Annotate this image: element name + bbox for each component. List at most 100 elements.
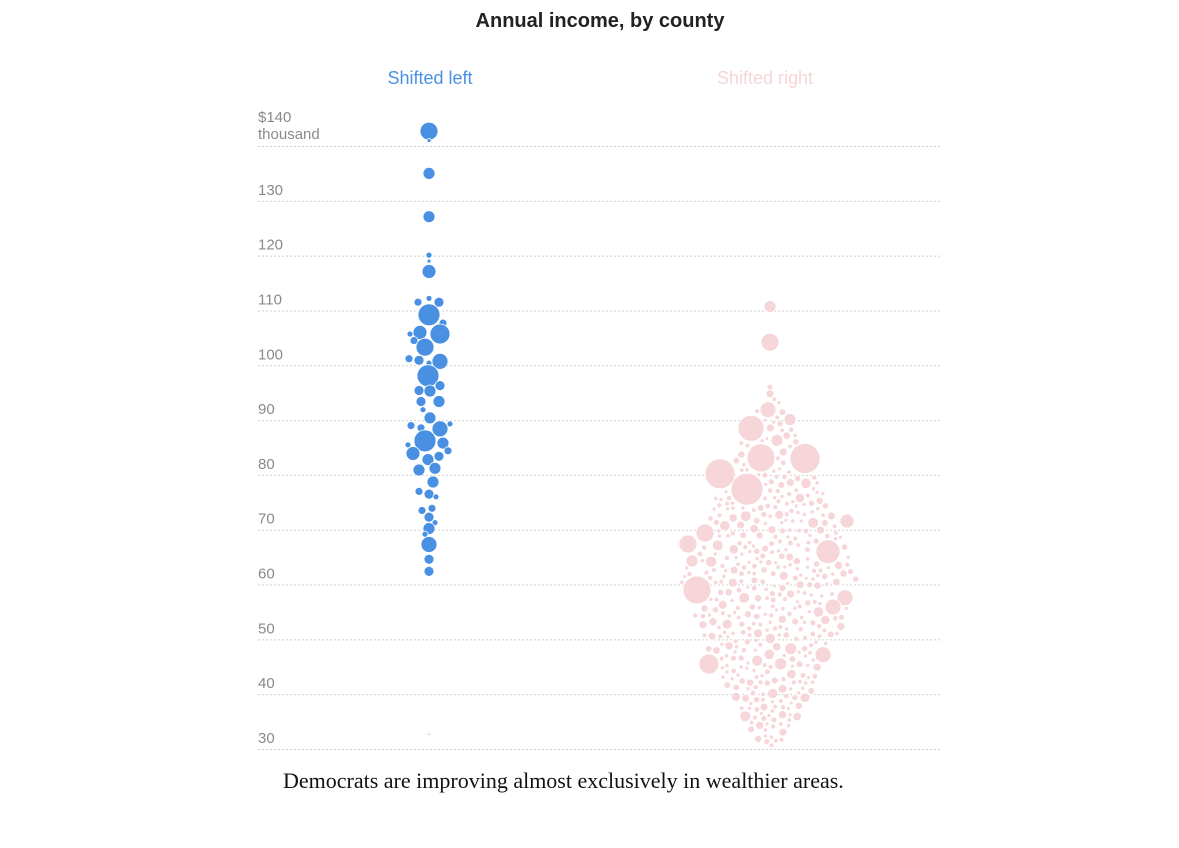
county-dot-shifted-right — [739, 710, 752, 723]
county-dot-shifted-right — [803, 575, 809, 581]
county-dot-shifted-right — [793, 503, 799, 509]
county-dot-shifted-right — [764, 502, 772, 510]
county-dot-shifted-right — [741, 461, 747, 468]
county-dot-shifted-left — [434, 380, 446, 392]
county-dot-shifted-right — [807, 650, 813, 656]
county-dot-shifted-right — [731, 692, 741, 702]
swarm-shifted-left — [404, 121, 454, 736]
county-dot-shifted-right — [804, 599, 812, 607]
county-dot-shifted-right — [814, 572, 821, 579]
y-tick-label: 50 — [258, 620, 275, 637]
county-dot-shifted-right — [729, 597, 735, 603]
county-dot-shifted-left — [421, 453, 435, 467]
county-dot-shifted-right — [747, 725, 755, 734]
county-dot-shifted-right — [763, 738, 771, 746]
county-dot-shifted-right — [719, 610, 726, 616]
county-dot-shifted-right — [753, 674, 760, 680]
county-dot-shifted-right — [763, 586, 769, 593]
county-dot-shifted-right — [725, 634, 731, 640]
county-dot-shifted-right — [767, 525, 777, 535]
county-dot-shifted-right — [767, 478, 775, 486]
county-dot-shifted-right — [813, 581, 822, 590]
county-dot-shifted-right — [753, 517, 761, 525]
county-dot-shifted-right — [719, 665, 725, 671]
county-dot-shifted-right — [679, 579, 685, 585]
county-dot-shifted-right — [678, 534, 698, 554]
county-dot-shifted-right — [749, 689, 757, 697]
county-dot-shifted-right — [774, 488, 781, 495]
county-dot-shifted-right — [752, 714, 758, 721]
county-dot-shifted-right — [777, 624, 784, 630]
county-dot-shifted-right — [776, 591, 783, 598]
county-dot-shifted-right — [790, 679, 797, 686]
county-dot-shifted-right — [752, 695, 761, 704]
county-dot-shifted-left — [426, 138, 432, 143]
county-dot-shifted-right — [717, 633, 723, 640]
county-dot-shifted-right — [768, 612, 775, 619]
county-dot-shifted-right — [771, 419, 776, 425]
county-dot-shifted-right — [740, 505, 746, 511]
county-dot-shifted-right — [759, 673, 765, 679]
county-dot-shifted-right — [750, 584, 758, 592]
county-dot-shifted-right — [804, 556, 811, 562]
county-dot-shifted-right — [757, 641, 764, 648]
county-dot-shifted-right — [738, 440, 745, 447]
county-dot-shifted-right — [798, 572, 804, 578]
county-dot-shifted-right — [838, 534, 843, 540]
county-dot-shifted-right — [814, 480, 820, 486]
county-dot-shifted-right — [774, 414, 781, 421]
county-dot-shifted-right — [744, 467, 750, 473]
county-dot-shifted-left — [413, 385, 425, 396]
county-dot-shifted-right — [801, 502, 807, 507]
county-dot-shifted-left — [425, 251, 433, 259]
county-dot-shifted-right — [724, 500, 730, 507]
county-dot-shifted-right — [763, 679, 771, 687]
county-dot-shifted-right — [784, 642, 798, 656]
county-dot-shifted-right — [776, 420, 784, 428]
county-dot-shifted-left — [420, 536, 438, 553]
county-dot-shifted-right — [725, 495, 733, 502]
county-dot-shifted-right — [738, 620, 746, 628]
county-dot-shifted-left — [432, 493, 440, 501]
county-dot-shifted-right — [740, 647, 747, 654]
county-dot-shifted-right — [762, 727, 768, 733]
county-dot-shifted-right — [811, 568, 818, 575]
county-dot-shifted-right — [711, 506, 717, 512]
county-dot-shifted-right — [759, 578, 766, 585]
county-dot-shifted-right — [778, 721, 784, 727]
gridlines — [258, 146, 940, 750]
county-dot-shifted-right — [723, 653, 730, 659]
county-dot-shifted-right — [740, 564, 748, 571]
county-dot-shifted-right — [824, 532, 831, 540]
county-dot-shifted-right — [802, 527, 810, 535]
county-dot-shifted-right — [794, 599, 800, 605]
y-tick-label: 40 — [258, 675, 275, 692]
county-dot-shifted-right — [757, 621, 764, 628]
county-dot-shifted-right — [753, 706, 761, 713]
county-dot-shifted-left — [415, 396, 427, 407]
county-dot-shifted-right — [782, 631, 790, 639]
county-dot-shifted-right — [806, 581, 814, 589]
county-dot-shifted-right — [796, 649, 802, 655]
county-dot-shifted-right — [792, 438, 800, 446]
county-dot-shifted-right — [792, 605, 798, 611]
county-dot-shifted-right — [770, 603, 776, 610]
county-dot-shifted-right — [794, 701, 804, 711]
county-dot-shifted-right — [708, 597, 714, 602]
county-dot-shifted-right — [729, 676, 735, 682]
county-dot-shifted-right — [776, 538, 783, 545]
county-dot-shifted-right — [729, 565, 739, 575]
county-dot-shifted-right — [780, 676, 787, 683]
county-dot-shifted-right — [815, 506, 821, 512]
county-dot-shifted-right — [807, 609, 812, 615]
county-dot-shifted-right — [786, 469, 792, 475]
county-dot-shifted-right — [733, 555, 739, 560]
county-dot-shifted-left — [423, 411, 437, 425]
county-dot-shifted-right — [821, 627, 828, 634]
county-dot-shifted-right — [778, 736, 785, 743]
county-dot-shifted-right — [768, 540, 775, 548]
county-dot-shifted-right — [717, 533, 723, 539]
county-dot-shifted-right — [827, 511, 836, 521]
county-dot-shifted-left — [431, 420, 449, 438]
y-tick-label: 120 — [258, 237, 283, 254]
